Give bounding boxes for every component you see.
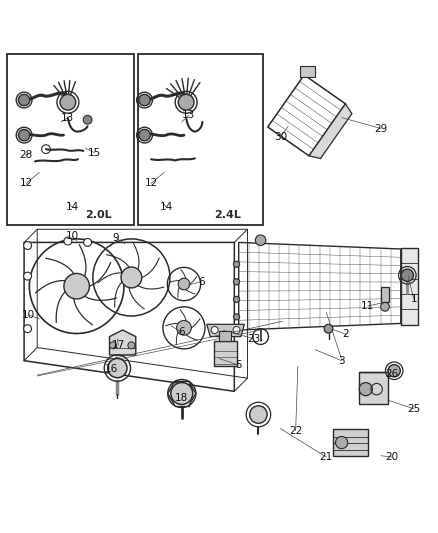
Circle shape xyxy=(24,241,32,249)
Polygon shape xyxy=(207,324,244,336)
Text: 1: 1 xyxy=(410,294,417,304)
Polygon shape xyxy=(110,330,136,355)
Text: 5: 5 xyxy=(235,360,242,370)
Circle shape xyxy=(139,130,150,141)
Circle shape xyxy=(359,383,372,395)
Circle shape xyxy=(324,324,333,333)
Circle shape xyxy=(110,342,117,349)
Circle shape xyxy=(233,327,240,334)
Text: 25: 25 xyxy=(407,404,420,414)
Bar xyxy=(401,248,418,325)
Bar xyxy=(219,332,231,341)
Text: 10: 10 xyxy=(22,310,35,320)
Circle shape xyxy=(381,302,389,311)
Text: 18: 18 xyxy=(175,393,188,403)
Circle shape xyxy=(307,69,314,75)
Text: 2.4L: 2.4L xyxy=(215,210,241,220)
Circle shape xyxy=(178,278,190,290)
Circle shape xyxy=(128,342,135,349)
Text: 6: 6 xyxy=(178,327,185,337)
Text: 13: 13 xyxy=(182,110,195,120)
Text: 14: 14 xyxy=(66,203,79,212)
Bar xyxy=(7,54,134,225)
Circle shape xyxy=(171,383,193,405)
Bar xyxy=(214,341,237,366)
Circle shape xyxy=(139,94,150,106)
Text: 11: 11 xyxy=(361,301,374,311)
Text: 13: 13 xyxy=(61,112,74,123)
Circle shape xyxy=(64,273,89,299)
Text: 30: 30 xyxy=(274,132,287,142)
Circle shape xyxy=(108,359,127,378)
Circle shape xyxy=(233,296,240,302)
Circle shape xyxy=(178,94,194,110)
Circle shape xyxy=(64,237,72,245)
Circle shape xyxy=(211,327,218,334)
Circle shape xyxy=(401,269,413,281)
Circle shape xyxy=(121,267,142,288)
Text: 16: 16 xyxy=(105,365,118,374)
Text: 12: 12 xyxy=(20,178,33,188)
Circle shape xyxy=(250,406,267,423)
Circle shape xyxy=(233,279,240,285)
Text: 9: 9 xyxy=(113,233,120,243)
Text: 12: 12 xyxy=(145,178,158,188)
Text: 14: 14 xyxy=(160,203,173,212)
Circle shape xyxy=(233,314,240,320)
Text: 26: 26 xyxy=(385,369,399,379)
Bar xyxy=(300,67,315,77)
Text: 2: 2 xyxy=(343,329,350,340)
Text: 2.0L: 2.0L xyxy=(85,210,111,220)
Circle shape xyxy=(336,437,348,449)
Circle shape xyxy=(84,238,92,246)
Text: 10: 10 xyxy=(66,231,79,241)
Text: 29: 29 xyxy=(374,124,388,134)
Text: 21: 21 xyxy=(320,452,333,462)
Circle shape xyxy=(255,235,266,246)
Text: 22: 22 xyxy=(289,426,302,436)
Circle shape xyxy=(233,261,240,268)
Bar xyxy=(381,287,389,302)
Text: 20: 20 xyxy=(385,452,399,462)
Circle shape xyxy=(18,130,30,141)
Text: 3: 3 xyxy=(338,356,345,366)
Bar xyxy=(359,372,388,405)
Bar xyxy=(333,430,368,456)
Bar xyxy=(138,54,263,225)
Polygon shape xyxy=(309,104,352,158)
Circle shape xyxy=(83,115,92,124)
Text: 15: 15 xyxy=(88,148,101,158)
Text: 28: 28 xyxy=(19,150,32,160)
Text: 6: 6 xyxy=(198,277,205,287)
Circle shape xyxy=(388,365,400,377)
Circle shape xyxy=(177,320,191,335)
Circle shape xyxy=(60,94,76,110)
Circle shape xyxy=(18,94,30,106)
Circle shape xyxy=(24,325,32,333)
Circle shape xyxy=(24,272,32,280)
Text: 17: 17 xyxy=(112,341,125,350)
Text: 23: 23 xyxy=(247,334,261,344)
